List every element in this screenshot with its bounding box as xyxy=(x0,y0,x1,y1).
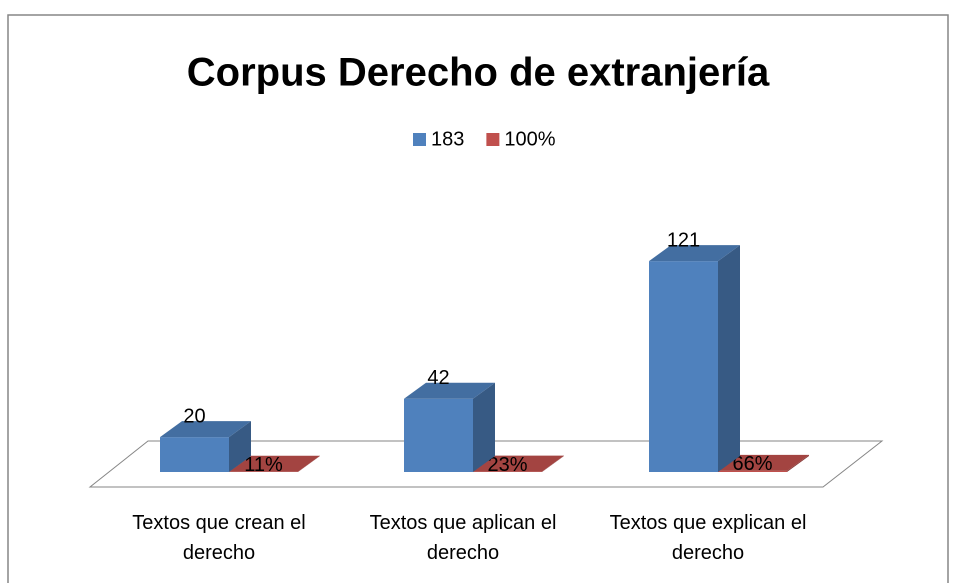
bar xyxy=(473,455,564,472)
bar-face xyxy=(160,421,251,438)
bar-face xyxy=(404,382,495,399)
bar-face xyxy=(787,454,809,472)
data-label: 42 xyxy=(427,367,449,389)
bar-face xyxy=(718,245,740,472)
bar-face xyxy=(229,455,320,472)
bar xyxy=(404,382,495,472)
chart-title: Corpus Derecho de extranjería xyxy=(187,51,770,95)
bar-face xyxy=(404,398,473,472)
bar xyxy=(229,455,320,472)
bar xyxy=(649,245,740,472)
legend-label: 100% xyxy=(504,128,555,150)
bar-face xyxy=(298,455,320,472)
bar-face xyxy=(718,454,809,471)
bar-face xyxy=(160,437,229,472)
data-label: 11% xyxy=(244,454,283,476)
bar-face xyxy=(473,382,495,472)
bar-face xyxy=(649,261,718,472)
data-label: 20 xyxy=(183,405,205,427)
bar-face xyxy=(649,245,740,262)
data-label: 66% xyxy=(732,453,772,475)
bar-face xyxy=(473,455,564,472)
data-label: 23% xyxy=(487,454,527,476)
bar-face xyxy=(229,421,251,472)
x-tick-label: Textos que explican el derecho xyxy=(609,512,807,564)
legend-label: 183 xyxy=(431,128,464,150)
data-label: 121 xyxy=(667,229,700,251)
bar-face xyxy=(542,455,564,472)
x-tick-label: Textos que crean el derecho xyxy=(132,512,306,564)
bar-face xyxy=(718,470,787,472)
chart-border xyxy=(7,14,949,583)
legend-swatch xyxy=(486,133,500,146)
x-tick-label: Textos que aplican el derecho xyxy=(369,512,557,564)
bar xyxy=(160,421,251,472)
legend-swatch xyxy=(413,133,426,146)
bar xyxy=(718,454,809,472)
